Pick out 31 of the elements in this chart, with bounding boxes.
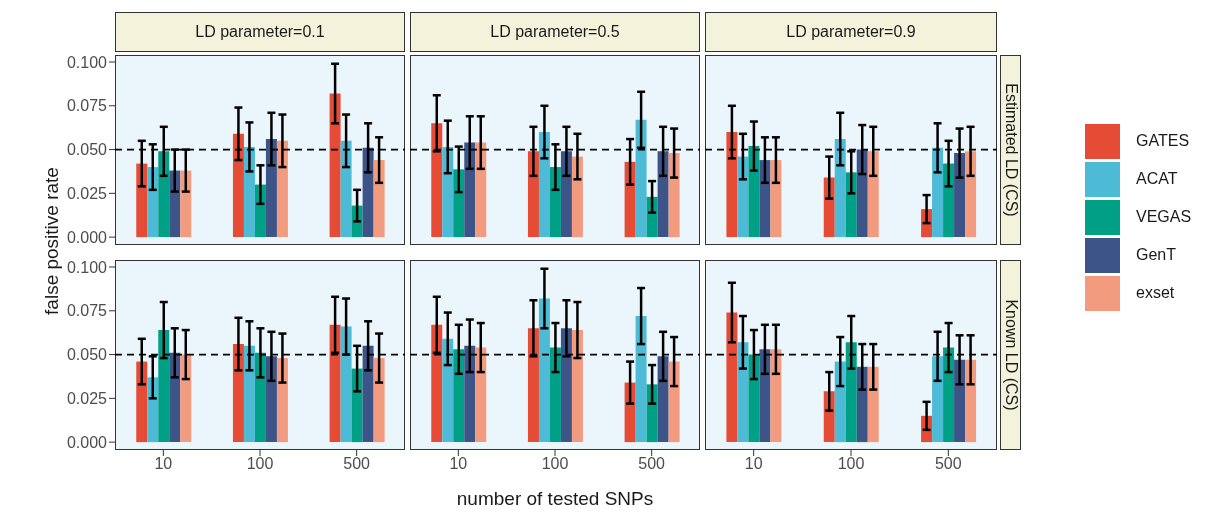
y2-axis-title: Known LD (CS): [1001, 299, 1020, 411]
legend-label: exset: [1136, 284, 1175, 302]
y-tick-label: 0.075: [66, 97, 108, 115]
y-tick-label: 0.025: [66, 390, 108, 408]
chart-title: LD parameter=0.5: [410, 12, 700, 52]
x-axis-title: number of tested SNPs: [455, 488, 655, 510]
y2-axis-title: Estimated LD (CS): [1001, 83, 1020, 217]
legend-label: ACAT: [1136, 170, 1178, 188]
y-tick-label: 0.000: [66, 228, 108, 246]
x-tick-label: 10: [449, 455, 468, 473]
chart-title: LD parameter=0.1: [115, 12, 405, 52]
x-tick-label: 500: [343, 455, 371, 473]
y-tick-label: 0.000: [66, 433, 108, 451]
x-tick-label: 500: [638, 455, 666, 473]
y-tick-label: 0.100: [66, 258, 108, 276]
x-tick-label: 100: [541, 455, 569, 473]
legend-label: GenT: [1136, 246, 1177, 264]
y-tick-label: 0.050: [66, 346, 108, 364]
legend-label: GATES: [1136, 132, 1190, 150]
y-tick-label: 0.025: [66, 185, 108, 203]
x-tick-label: 500: [934, 455, 962, 473]
chart-title: LD parameter=0.9: [705, 12, 997, 52]
legend-label: VEGAS: [1136, 208, 1192, 226]
y-tick-label: 0.050: [66, 141, 108, 159]
y-tick-label: 0.100: [66, 53, 108, 71]
x-tick-label: 100: [837, 455, 865, 473]
x-tick-label: 100: [246, 455, 274, 473]
x-tick-label: 10: [744, 455, 763, 473]
x-tick-label: 10: [154, 455, 173, 473]
y-axis-title: false positive rate: [41, 166, 63, 317]
y-tick-label: 0.075: [66, 302, 108, 320]
